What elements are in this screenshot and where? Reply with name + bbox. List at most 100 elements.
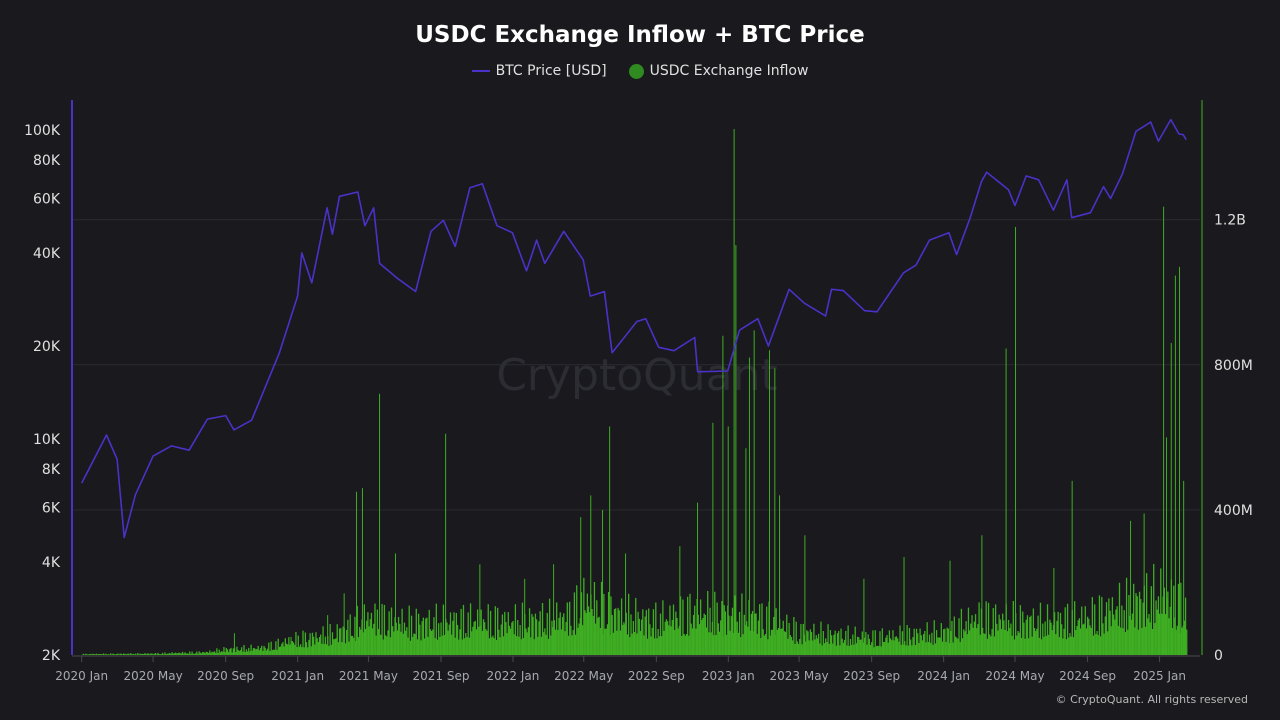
inflow-bar <box>89 653 92 655</box>
inflow-bar <box>446 622 448 655</box>
inflow-bar <box>164 652 166 655</box>
inflow-bar <box>603 593 605 655</box>
inflow-bar <box>419 624 421 655</box>
inflow-bar <box>832 643 834 655</box>
inflow-bar <box>349 614 351 655</box>
inflow-bar <box>140 653 143 655</box>
inflow-bar <box>699 599 702 655</box>
inflow-bar <box>760 637 762 655</box>
left-tick-label: 4K <box>42 555 61 571</box>
inflow-bar <box>1059 612 1062 655</box>
right-tick-label: 400M <box>1214 503 1253 519</box>
inflow-bar <box>632 620 635 655</box>
inflow-bar <box>261 645 263 655</box>
inflow-bar <box>521 602 524 655</box>
inflow-bar <box>865 631 867 655</box>
left-tick-label: 20K <box>33 339 61 355</box>
inflow-bar <box>889 638 892 655</box>
inflow-bar <box>125 654 127 655</box>
inflow-bar <box>238 650 240 655</box>
legend-item-usdc-inflow[interactable]: USDC Exchange Inflow <box>628 63 809 79</box>
inflow-bar <box>1018 632 1020 655</box>
inflow-bar <box>786 614 788 655</box>
inflow-bar <box>755 613 757 655</box>
inflow-bar <box>610 596 612 655</box>
inflow-bar <box>1070 636 1072 655</box>
copyright-notice: © CryptoQuant. All rights reserved <box>1055 693 1248 706</box>
inflow-spike-bar <box>602 509 604 655</box>
inflow-bar <box>1019 605 1022 655</box>
inflow-spike-bar <box>779 495 781 655</box>
inflow-bar <box>543 632 545 655</box>
inflow-bar <box>749 630 751 655</box>
inflow-bar <box>567 635 570 655</box>
inflow-spike-bar <box>1170 343 1172 655</box>
inflow-bar <box>415 608 417 655</box>
inflow-bar <box>1055 634 1057 655</box>
inflow-bar <box>198 651 200 655</box>
inflow-bar <box>972 627 974 655</box>
inflow-bar <box>87 654 89 655</box>
inflow-bar <box>1131 613 1134 655</box>
inflow-bar <box>683 633 685 655</box>
inflow-bar <box>841 638 843 655</box>
inflow-bar <box>298 646 301 655</box>
inflow-bar <box>591 609 593 655</box>
inflow-bar <box>858 637 860 655</box>
inflow-bar <box>1135 593 1137 655</box>
inflow-spike-bar <box>753 330 755 655</box>
inflow-bar <box>172 653 174 655</box>
inflow-bar <box>926 622 928 655</box>
inflow-bar <box>402 633 404 655</box>
inflow-bar <box>684 635 686 655</box>
inflow-bar <box>544 628 546 655</box>
inflow-bar <box>642 609 644 655</box>
inflow-bar <box>93 654 95 655</box>
inflow-bar <box>754 613 756 655</box>
inflow-bar <box>707 590 709 655</box>
inflow-bar <box>527 627 530 655</box>
inflow-bar <box>338 628 341 655</box>
inflow-bar <box>556 602 558 655</box>
inflow-bar <box>750 613 753 655</box>
inflow-bar <box>947 628 950 655</box>
inflow-bar <box>573 592 576 655</box>
inflow-bar <box>488 638 491 655</box>
inflow-bar <box>212 652 214 655</box>
inflow-bar <box>1184 597 1187 655</box>
inflow-spike-bar <box>361 488 363 655</box>
inflow-bar <box>166 653 168 655</box>
inflow-bar <box>264 647 266 655</box>
inflow-bar <box>629 637 631 655</box>
inflow-bar <box>213 651 216 655</box>
inflow-bar <box>756 633 758 655</box>
inflow-bar <box>1157 596 1160 655</box>
inflow-bar <box>708 632 710 655</box>
inflow-bar <box>493 638 495 655</box>
inflow-bar <box>737 632 740 655</box>
inflow-bar <box>1023 622 1025 655</box>
inflow-bar <box>784 631 787 655</box>
inflow-bar <box>268 642 270 655</box>
inflow-bar <box>333 639 335 655</box>
inflow-bar <box>734 595 736 655</box>
inflow-bar <box>329 624 331 655</box>
inflow-bar <box>236 646 238 655</box>
inflow-bar <box>389 637 391 655</box>
inflow-bar <box>570 625 572 655</box>
inflow-bar <box>976 628 978 655</box>
inflow-bar <box>881 628 883 655</box>
inflow-bar <box>287 644 289 655</box>
inflow-bar <box>743 614 745 655</box>
inflow-bar <box>1128 595 1130 655</box>
inflow-bar <box>292 642 295 655</box>
inflow-bar <box>688 635 690 655</box>
inflow-bar <box>366 620 368 655</box>
inflow-bar <box>710 632 712 655</box>
inflow-bar <box>941 641 944 655</box>
inflow-bar <box>459 629 461 655</box>
inflow-bar <box>769 635 771 655</box>
legend-item-btc-price[interactable]: BTC Price [USD] <box>471 63 607 79</box>
legend-label-inflow: USDC Exchange Inflow <box>649 63 809 79</box>
inflow-bar <box>101 654 104 655</box>
